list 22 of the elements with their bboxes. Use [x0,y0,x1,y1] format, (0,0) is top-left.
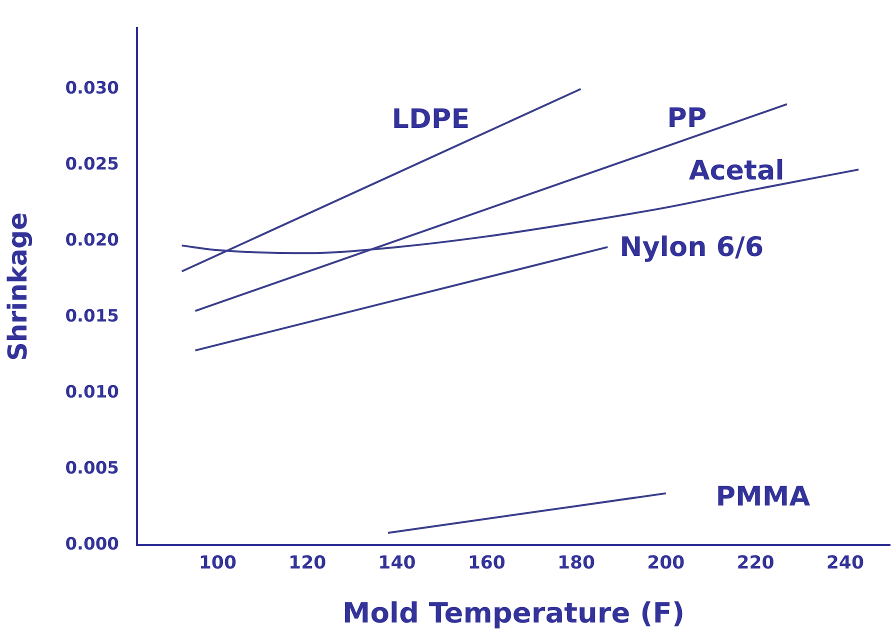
series-label: Acetal [688,156,784,187]
y-tick-label: 0.015 [65,306,119,326]
x-tick-label: 160 [468,552,506,574]
x-tick-label: 200 [647,552,685,574]
x-tick-label: 120 [288,552,326,574]
x-tick-label: 240 [826,552,864,574]
y-tick-label: 0.020 [65,230,120,250]
series-label: Nylon 6/6 [620,232,764,264]
series-label: PMMA [716,481,810,512]
x-axis-title: Mold Temperature (F) [342,596,685,630]
x-tick-label: 180 [557,552,596,574]
y-tick-label: 0.000 [65,534,120,554]
x-tick-label: 220 [736,552,774,574]
series-label: LDPE [392,104,470,136]
y-tick-label: 0.030 [65,78,120,98]
y-axis-title: Shrinkage [3,212,34,361]
series-label: PP [667,103,707,134]
x-tick-label: 140 [378,552,416,574]
y-tick-label: 0.025 [65,154,119,174]
y-tick-label: 0.005 [65,458,119,478]
y-tick-label: 0.010 [65,382,120,402]
x-tick-label: 100 [198,552,236,574]
